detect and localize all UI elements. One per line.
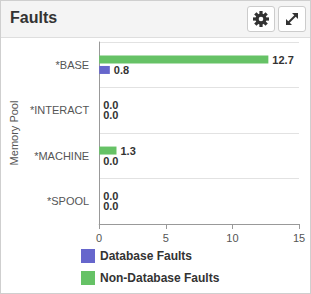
svg-text:0.0: 0.0 [103, 109, 118, 121]
svg-text:Memory Pool: Memory Pool [8, 101, 20, 166]
svg-text:0: 0 [96, 232, 102, 244]
svg-text:*SPOOL: *SPOOL [47, 195, 89, 207]
svg-text:Database Faults: Database Faults [100, 249, 192, 263]
svg-text:15: 15 [293, 232, 305, 244]
svg-text:10: 10 [226, 232, 238, 244]
svg-text:0.0: 0.0 [103, 99, 119, 112]
svg-text:12.7: 12.7 [272, 54, 293, 66]
svg-text:*INTERACT: *INTERACT [30, 104, 90, 116]
html-text:Faults: Faults [10, 9, 58, 26]
svg-text:0.0: 0.0 [103, 190, 119, 203]
svg-text:5: 5 [163, 232, 169, 244]
svg-text:0.0: 0.0 [103, 200, 118, 212]
svg-text:*MACHINE: *MACHINE [34, 150, 89, 162]
svg-text:1.3: 1.3 [120, 145, 135, 157]
svg-text:0.0: 0.0 [103, 155, 118, 167]
svg-text:0.8: 0.8 [114, 64, 129, 76]
svg-text:*BASE: *BASE [56, 59, 90, 71]
svg-text:Non-Database Faults: Non-Database Faults [100, 271, 220, 285]
